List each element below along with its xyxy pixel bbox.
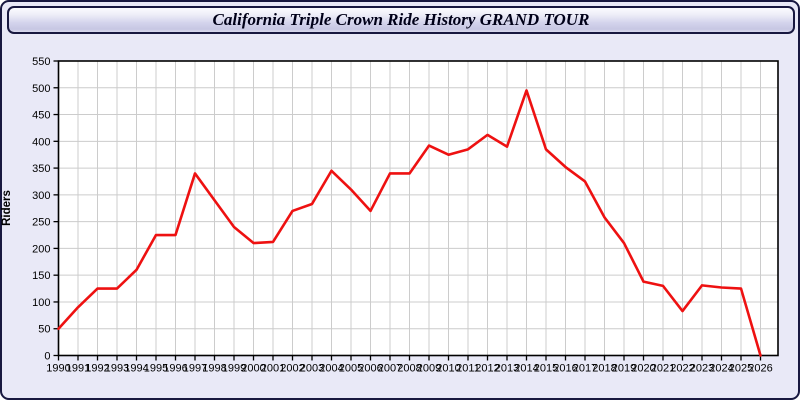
x-tick-label: 2001: [261, 363, 285, 375]
x-tick-label: 2023: [690, 363, 714, 375]
y-tick-label: 350: [32, 163, 50, 175]
y-tick-label: 500: [32, 83, 50, 95]
x-tick-label: 2012: [475, 363, 499, 375]
y-tick-label: 100: [32, 297, 50, 309]
plot-area: [58, 61, 778, 356]
x-tick-label: 2025: [729, 363, 753, 375]
x-tick-label: 2021: [651, 363, 675, 375]
x-tick-label: 2006: [358, 363, 382, 375]
y-tick-label: 150: [32, 270, 50, 282]
x-tick-label: 1997: [183, 363, 207, 375]
x-tick-label: 1994: [124, 363, 148, 375]
x-tick-label: 2003: [300, 363, 324, 375]
y-tick-label: 300: [32, 190, 50, 202]
x-tick-label: 2019: [612, 363, 636, 375]
chart-title: California Triple Crown Ride History GRA…: [212, 10, 590, 29]
y-tick-label: 0: [44, 351, 50, 363]
x-tick-label: 1998: [202, 363, 226, 375]
x-tick-label: 2022: [670, 363, 694, 375]
x-tick-label: 2014: [514, 363, 538, 375]
x-tick-label: 2004: [319, 363, 343, 375]
x-tick-label: 2024: [709, 363, 733, 375]
y-tick-label: 400: [32, 136, 50, 148]
x-tick-label: 1990: [46, 363, 70, 375]
x-tick-label: 2013: [495, 363, 519, 375]
y-tick-label: 200: [32, 243, 50, 255]
x-tick-label: 1993: [105, 363, 129, 375]
plot-border: [57, 60, 779, 357]
x-tick-label: 2020: [631, 363, 655, 375]
x-tick-label: 2002: [280, 363, 304, 375]
y-tick-label: 250: [32, 217, 50, 229]
x-tick-label: 1999: [222, 363, 246, 375]
x-tick-label: 1992: [85, 363, 109, 375]
x-tick-label: 2016: [553, 363, 577, 375]
x-tick-label: 1991: [66, 363, 90, 375]
y-tick-label: 450: [32, 110, 50, 122]
x-tick-label: 2010: [436, 363, 460, 375]
x-tick-label: 2011: [456, 363, 480, 375]
x-tick-label: 2009: [417, 363, 441, 375]
x-tick-label: 2017: [573, 363, 597, 375]
y-tick-label: 50: [38, 324, 50, 336]
x-tick-label: 2026: [748, 363, 772, 375]
x-tick-label: 2008: [397, 363, 421, 375]
x-tick-label: 2015: [534, 363, 558, 375]
x-tick-label: 2018: [592, 363, 616, 375]
x-tick-label: 2000: [241, 363, 265, 375]
y-tick-label: 550: [32, 56, 50, 68]
x-tick-label: 1996: [163, 363, 187, 375]
chart-title-bar: California Triple Crown Ride History GRA…: [7, 6, 795, 34]
x-tick-label: 2007: [378, 363, 402, 375]
x-tick-label: 2005: [339, 363, 363, 375]
data-line-riders: [57, 89, 762, 357]
x-tick-label: 1995: [144, 363, 168, 375]
